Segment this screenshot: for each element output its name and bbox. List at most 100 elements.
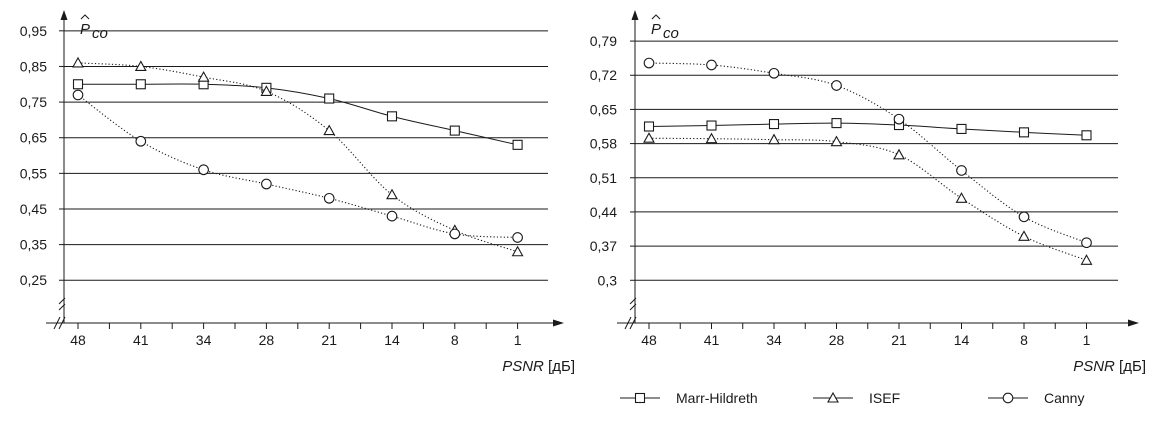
legend-label: ISEF	[869, 390, 900, 406]
data-point-triangle	[893, 148, 905, 160]
data-point-triangle	[768, 133, 780, 145]
y-tick-label: 0,3	[598, 272, 618, 288]
y-tick-label: 0,65	[590, 101, 617, 117]
data-point-circle	[956, 165, 967, 176]
x-axis-title-main: PSNR	[502, 358, 544, 375]
y-tick-label: 0,79	[590, 33, 617, 49]
data-point-triangle	[511, 245, 524, 257]
data-point-circle	[261, 178, 272, 190]
x-tick-label: 21	[321, 332, 337, 348]
x-tick-label: 14	[384, 332, 400, 348]
x-axis-title-unit: [дБ]	[1115, 358, 1146, 375]
x-tick-label: 41	[133, 332, 149, 348]
data-point-circle	[386, 210, 398, 222]
x-tick-label: 21	[891, 332, 907, 348]
y-tick-label: 0,95	[20, 23, 47, 39]
x-axis-arrow	[1128, 319, 1139, 327]
data-point-circle	[706, 59, 717, 71]
y-tick-label: 0,45	[20, 201, 47, 217]
y-axis-label: P	[80, 21, 90, 38]
data-point-circle	[449, 228, 461, 240]
y-tick-label: 0,51	[590, 170, 617, 186]
series-line-isef	[77, 62, 518, 253]
data-point-square	[768, 119, 780, 130]
data-point-circle	[323, 192, 335, 204]
y-axis-break-icon	[629, 297, 637, 311]
legend-marker-triangle	[827, 391, 839, 403]
x-tick-label: 8	[1020, 332, 1028, 348]
x-axis-break-icon	[624, 316, 637, 330]
y-tick-label: 0,55	[20, 165, 47, 181]
data-point-square	[135, 79, 146, 90]
data-point-square	[72, 79, 84, 90]
series-line-marr-hildreth	[78, 83, 518, 146]
data-point-triangle	[386, 188, 398, 200]
data-point-circle	[1018, 211, 1030, 223]
y-axis-arrow	[631, 10, 639, 20]
data-point-circle	[512, 232, 523, 243]
x-axis-title-unit: [дБ]	[544, 358, 575, 375]
data-point-circle	[893, 113, 905, 125]
y-tick-label: 0,75	[20, 94, 47, 110]
data-point-circle	[643, 57, 655, 69]
x-tick-label: 34	[766, 332, 782, 348]
data-point-triangle	[830, 135, 843, 147]
data-point-circle	[135, 135, 147, 147]
x-tick-label: 8	[451, 332, 459, 348]
data-point-square	[324, 93, 335, 104]
data-point-square	[512, 139, 523, 150]
hat-icon	[651, 14, 661, 20]
x-tick-label: 41	[704, 332, 720, 348]
x-axis-break-icon	[53, 316, 66, 330]
data-point-circle	[198, 164, 209, 176]
legend: Marr-Hildreth ISEF Canny	[620, 390, 1084, 406]
y-tick-label: 0,72	[590, 67, 617, 83]
data-point-circle	[831, 80, 842, 91]
hat-icon	[80, 14, 90, 20]
series-line-canny	[77, 94, 518, 239]
data-point-triangle	[323, 124, 336, 136]
chart-right: 0,3 0,37 0,44 0,51 0,58 0,65 0,72 0,79 48 41 34 28 2…	[590, 10, 1146, 375]
y-axis-label-subscript: co	[663, 25, 679, 42]
data-point-triangle	[197, 71, 210, 82]
x-tick-label: 28	[829, 332, 845, 348]
x-tick-label: 28	[259, 332, 275, 348]
legend-label: Canny	[1044, 390, 1084, 406]
data-point-triangle	[72, 56, 84, 68]
x-tick-label: 48	[641, 332, 657, 348]
data-point-square	[831, 118, 842, 129]
data-point-triangle	[955, 192, 968, 203]
y-tick-label: 0,58	[590, 136, 617, 152]
data-point-triangle	[260, 85, 273, 96]
data-point-triangle	[643, 132, 655, 143]
series-line-isef	[648, 137, 1087, 261]
x-tick-label: 1	[514, 332, 522, 348]
x-axis-title: PSNR [дБ]	[502, 358, 575, 375]
data-point-triangle	[1018, 230, 1030, 241]
data-point-circle	[1081, 237, 1092, 249]
data-point-triangle	[134, 60, 147, 71]
y-axis-arrow	[60, 10, 68, 20]
x-axis-arrow	[553, 319, 564, 327]
legend-marker-square	[634, 392, 646, 404]
x-axis-title-main: PSNR	[1073, 358, 1115, 375]
data-point-square	[956, 123, 967, 134]
x-axis-title: PSNR [дБ]	[1073, 358, 1146, 375]
data-point-square	[386, 111, 398, 122]
x-tick-label: 14	[954, 332, 970, 348]
data-point-triangle	[705, 132, 718, 144]
y-tick-label: 0,35	[20, 237, 47, 253]
data-point-circle	[768, 67, 780, 79]
y-axis-label-subscript: co	[92, 25, 108, 42]
data-point-square	[449, 125, 460, 136]
y-tick-label: 0,65	[20, 130, 47, 146]
data-point-circle	[72, 89, 84, 101]
data-point-square	[1081, 130, 1092, 141]
y-tick-label: 0,37	[590, 238, 617, 254]
legend-label: Marr-Hildreth	[676, 390, 758, 406]
series-line-marr-hildreth	[648, 122, 1087, 136]
legend-marker-circle	[1002, 392, 1014, 404]
x-tick-label: 48	[70, 332, 86, 348]
y-axis-break-icon	[58, 297, 66, 311]
